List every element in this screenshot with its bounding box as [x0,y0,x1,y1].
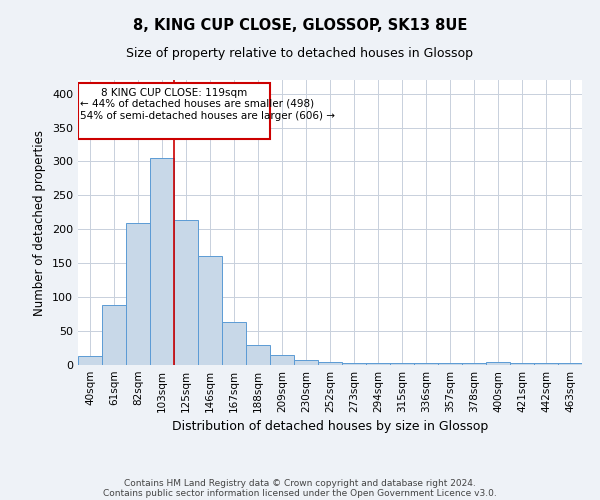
Bar [270,355,294,365]
Bar [246,344,270,365]
Bar [510,363,534,365]
Bar [438,363,462,365]
Text: 54% of semi-detached houses are larger (606) →: 54% of semi-detached houses are larger (… [80,111,335,121]
Bar [222,322,246,365]
Bar [534,363,558,365]
Text: Size of property relative to detached houses in Glossop: Size of property relative to detached ho… [127,48,473,60]
Bar [198,256,222,365]
X-axis label: Distribution of detached houses by size in Glossop: Distribution of detached houses by size … [172,420,488,434]
Bar [414,363,438,365]
Text: Contains public sector information licensed under the Open Government Licence v3: Contains public sector information licen… [103,488,497,498]
Text: ← 44% of detached houses are smaller (498): ← 44% of detached houses are smaller (49… [80,99,314,109]
Bar [318,362,342,365]
Bar [486,362,510,365]
Bar [342,363,366,365]
Bar [150,158,174,365]
Bar [78,356,102,365]
Bar [366,363,390,365]
Bar [174,220,198,365]
FancyBboxPatch shape [78,84,270,139]
Bar [558,363,582,365]
Bar [294,360,318,365]
Text: Contains HM Land Registry data © Crown copyright and database right 2024.: Contains HM Land Registry data © Crown c… [124,478,476,488]
Bar [102,306,126,365]
Bar [390,363,414,365]
Y-axis label: Number of detached properties: Number of detached properties [34,130,46,316]
Bar [462,363,486,365]
Text: 8, KING CUP CLOSE, GLOSSOP, SK13 8UE: 8, KING CUP CLOSE, GLOSSOP, SK13 8UE [133,18,467,32]
Text: 8 KING CUP CLOSE: 119sqm: 8 KING CUP CLOSE: 119sqm [101,88,247,98]
Bar [126,222,150,365]
